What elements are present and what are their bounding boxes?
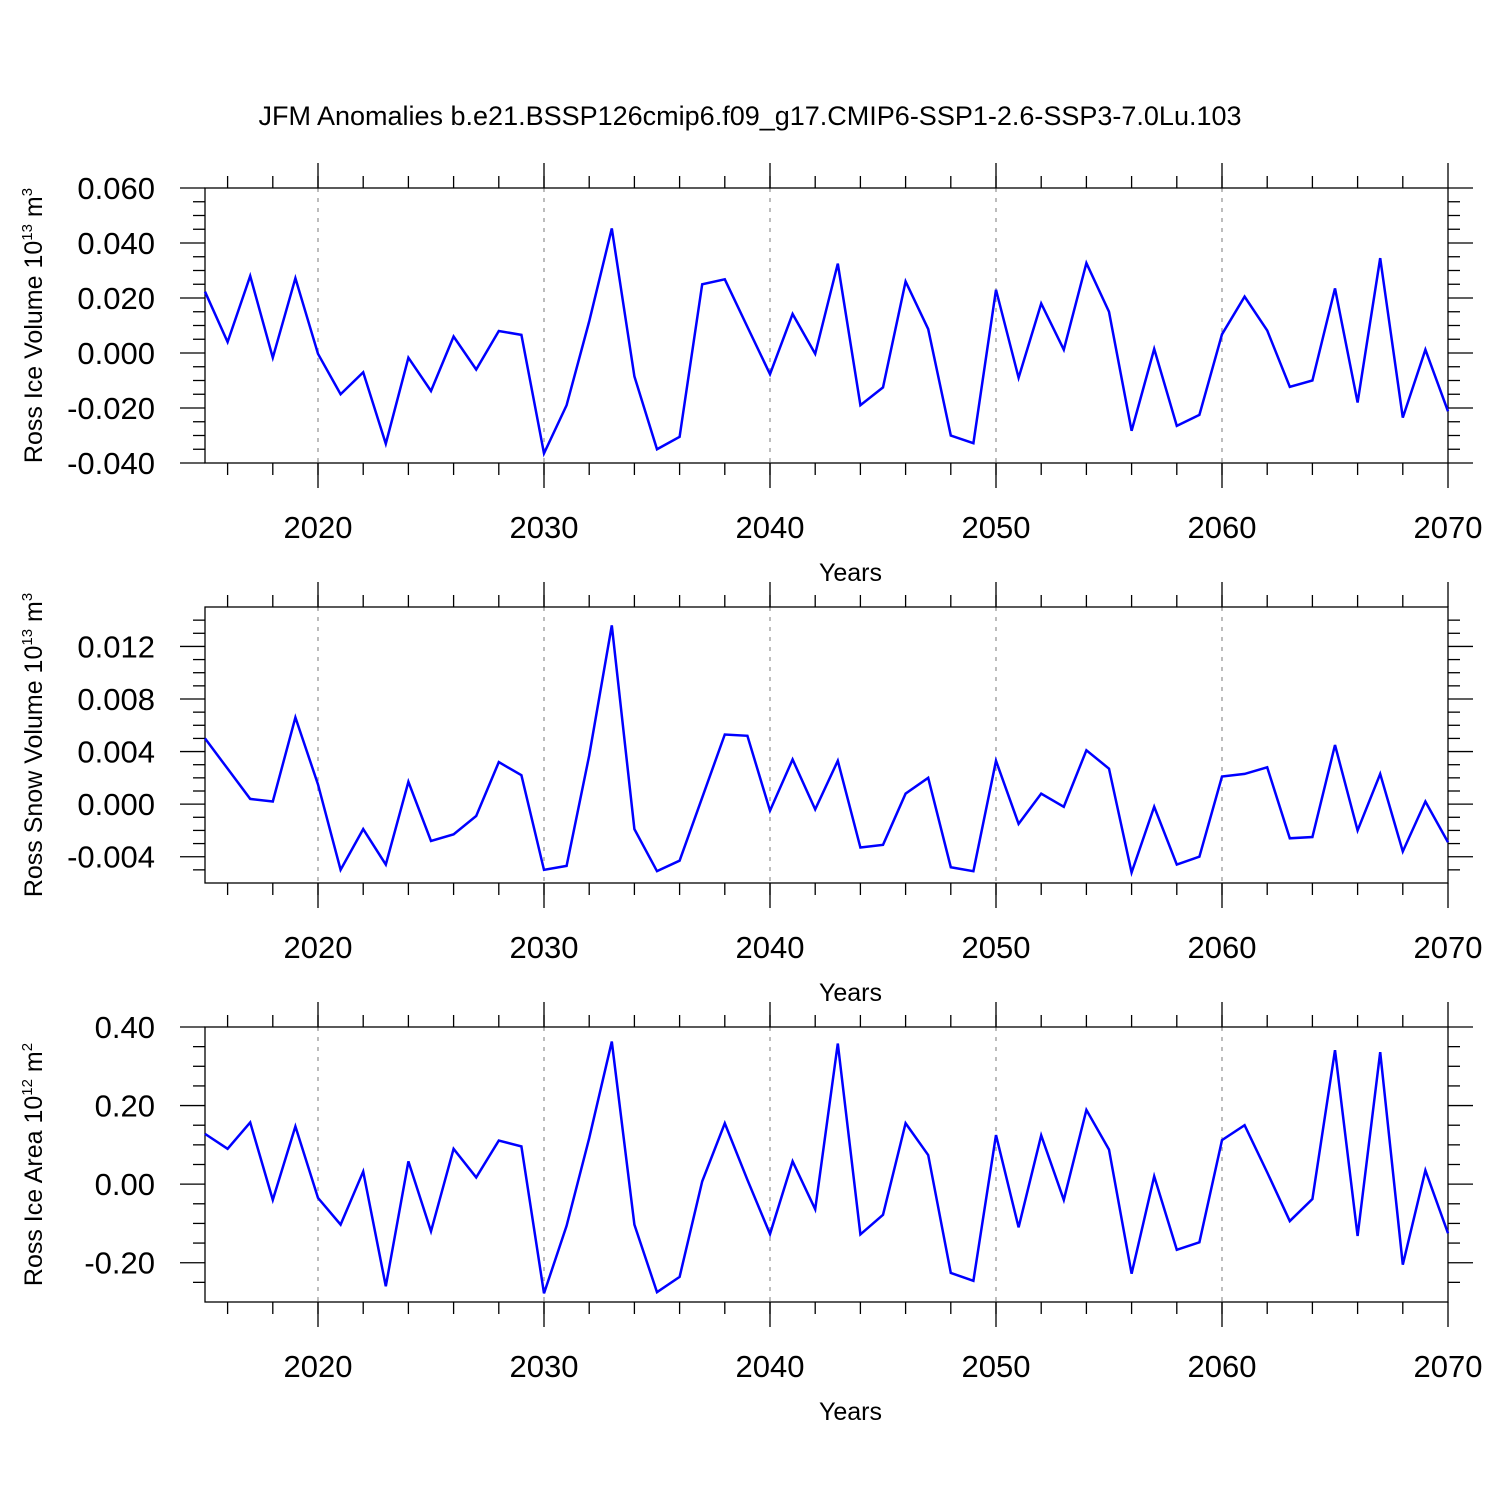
x-tick-label: 2060: [1188, 930, 1257, 965]
y-tick-label: 0.000: [77, 336, 155, 371]
y-tick-label: -0.020: [67, 391, 155, 426]
x-tick-label: 2060: [1188, 1349, 1257, 1384]
panel-3: 2020 2030 2040 2050 2060 2070 -0.20 0.00 0.20 0.4…: [19, 1002, 1482, 1426]
panel-1: 2020 2030 2040 2050 2060 2070 -0.040 -0.020 0.00…: [19, 163, 1482, 587]
x-axis-title: Years: [819, 1398, 882, 1426]
x-tick-label: 2070: [1414, 510, 1483, 545]
x-tick-label: 2060: [1188, 510, 1257, 545]
x-tick-label: 2070: [1414, 1349, 1483, 1384]
x-tick-label: 2070: [1414, 930, 1483, 965]
data-series-line: [203, 228, 1450, 458]
x-tick-label: 2050: [962, 1349, 1031, 1384]
x-tick-label: 2030: [510, 1349, 579, 1384]
x-axis-title: Years: [819, 559, 882, 587]
x-axis-title: Years: [819, 979, 882, 1007]
x-tick-label: 2030: [510, 510, 579, 545]
y-tick-label: -0.20: [84, 1246, 155, 1281]
y-axis-title-unit: m: [20, 1051, 48, 1079]
y-axis-title-exponent: 13: [19, 629, 36, 646]
y-tick-label: 0.000: [77, 787, 155, 822]
y-tick-label: 0.060: [77, 171, 155, 206]
y-axis-title: Ross Ice Area 1012 m2: [19, 1043, 48, 1286]
plot-frame: [204, 606, 1449, 884]
y-axis-title: Ross Ice Volume 1013 m3: [19, 188, 48, 463]
x-tick-label: 2030: [510, 930, 579, 965]
x-tick-label: 2040: [736, 930, 805, 965]
x-tick-label: 2020: [284, 930, 353, 965]
y-tick-label: 0.012: [77, 629, 155, 664]
y-tick-label: 0.00: [95, 1167, 155, 1202]
y-tick-label: 0.008: [77, 682, 155, 717]
y-axis-title-unit: m: [20, 196, 48, 224]
y-tick-label: 0.040: [77, 226, 155, 261]
y-axis-title-unit: m: [20, 601, 48, 629]
panels: 2020 2030 2040 2050 2060 2070 -0.040 -0.020 0.00…: [19, 163, 1482, 1426]
y-axis-title-unit-exponent: 3: [19, 593, 36, 601]
x-tick-label: 2050: [962, 510, 1031, 545]
y-tick-label: -0.040: [67, 446, 155, 481]
y-axis-title: Ross Snow Volume 1013 m3: [19, 593, 48, 897]
y-tick-label: 0.20: [95, 1089, 155, 1124]
panel-2: 2020 2030 2040 2050 2060 2070 -0.004 0.000 0.004…: [19, 582, 1482, 1007]
y-axis-title-text: Ross Snow Volume 10: [20, 646, 48, 898]
x-tick-label: 2050: [962, 930, 1031, 965]
y-tick-label: 0.004: [77, 735, 155, 770]
x-tick-label: 2040: [736, 1349, 805, 1384]
x-tick-label: 2020: [284, 510, 353, 545]
data-series-line: [203, 625, 1450, 878]
x-tick-label: 2020: [284, 1349, 353, 1384]
data-series-line: [204, 1041, 1450, 1295]
y-tick-label: 0.40: [95, 1010, 155, 1045]
y-tick-label: 0.020: [77, 281, 155, 316]
y-axis-title-exponent: 13: [19, 224, 36, 241]
y-axis-title-text: Ross Ice Volume 10: [20, 241, 48, 463]
y-axis-title-text: Ross Ice Area 10: [20, 1096, 48, 1286]
y-tick-label: -0.004: [67, 840, 155, 875]
y-axis-title-unit-exponent: 3: [19, 188, 36, 196]
figure-title: JFM Anomalies b.e21.BSSP126cmip6.f09_g17…: [258, 101, 1241, 131]
y-axis-title-exponent: 12: [19, 1079, 36, 1096]
x-tick-label: 2040: [736, 510, 805, 545]
y-axis-title-unit-exponent: 2: [19, 1043, 36, 1051]
